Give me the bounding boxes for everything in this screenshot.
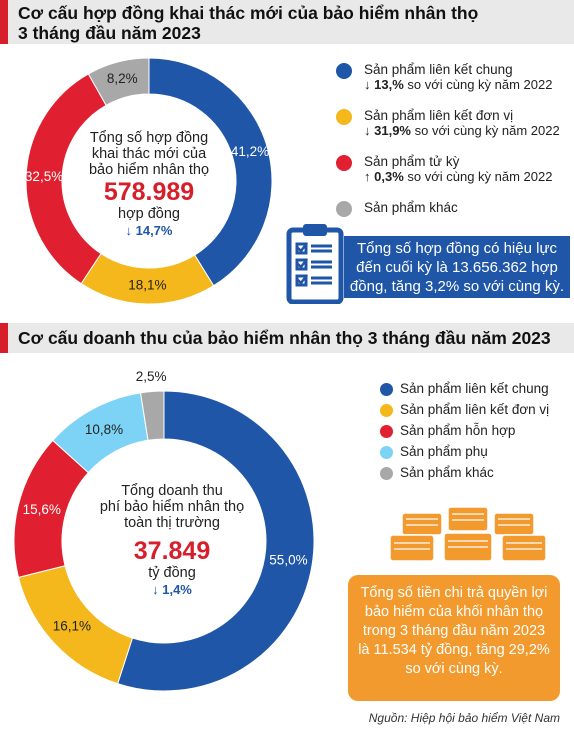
total-revenue-unit: tỷ đồng	[148, 565, 196, 581]
benefit-line4: là 11.534 tỷ đồng, tăng 29,2%	[358, 642, 550, 658]
slice-value-label: 8,2%	[107, 71, 138, 86]
source-note: Nguồn: Hiệp hội bảo hiểm Việt Nam	[368, 711, 560, 725]
slice-value-label: 41,2%	[231, 144, 269, 159]
legend-dot	[336, 201, 352, 217]
legend-item-unit-linked: Sản phẩm liên kết đơn vị ↓ 31,9% so với …	[336, 108, 572, 154]
legend-dot	[380, 446, 393, 459]
center-label-line1: Tổng số hợp đồng	[89, 130, 209, 146]
contracts-donut-svg: 41,2% 18,1% 32,5% 8,2%	[25, 57, 273, 305]
revenue-center-summary: Tổng doanh thu phí bảo hiểm nhân thọ toà…	[72, 483, 272, 598]
legend-dot	[380, 404, 393, 417]
legend-dot	[380, 383, 393, 396]
legend-change: ↓ 13,% so với cùng kỳ năm 2022	[364, 77, 553, 92]
total-contracts-unit: hợp đồng	[118, 206, 180, 222]
legend-item-supplementary: Sản phẩm phụ	[380, 444, 570, 465]
benefit-line1: Tổng số tiền chi trả quyền lợi	[360, 585, 548, 601]
section2-title-text: Cơ cấu doanh thu của bảo hiểm nhân thọ 3…	[18, 328, 551, 348]
contracts-panel: Cơ cấu hợp đồng khai thác mới của bảo hi…	[0, 0, 574, 315]
legend-item-universal-life: Sản phẩm liên kết chung ↓ 13,% so với cù…	[336, 62, 572, 108]
revenue-donut-chart: 55,0% 16,1% 15,6% 10,8% 2,5%	[12, 353, 332, 693]
center-label-line3: bảo hiểm nhân thọ	[88, 162, 210, 178]
legend-item-term-life: Sản phẩm tử kỳ ↑ 0,3% so với cùng kỳ năm…	[336, 154, 572, 200]
legend-label: Sản phẩm khác	[400, 465, 494, 480]
contracts-legend: Sản phẩm liên kết chung ↓ 13,% so với cù…	[336, 62, 572, 226]
donut-slice	[87, 57, 150, 106]
section1-title-line2: 3 tháng đầu năm 2023	[18, 23, 201, 43]
info-line2: đến cuối kỳ là 13.656.362 hợp	[356, 259, 558, 276]
slice-value-label: 10,8%	[85, 422, 123, 437]
legend-label: Sản phẩm tử kỳ	[364, 154, 460, 169]
legend-dot	[336, 155, 352, 171]
info-line3: đồng, tăng 3,2% so với cùng kỳ.	[349, 278, 565, 295]
slice-value-label: 16,1%	[53, 619, 91, 634]
section1-title: Cơ cấu hợp đồng khai thác mới của bảo hi…	[0, 0, 574, 44]
section2-title: Cơ cấu doanh thu của bảo hiểm nhân thọ 3…	[0, 323, 574, 353]
legend-dot	[336, 63, 352, 79]
legend-dot	[336, 109, 352, 125]
revenue-legend: Sản phẩm liên kết chung Sản phẩm liên kế…	[380, 381, 570, 486]
donut-slice	[148, 57, 273, 287]
legend-label: Sản phẩm liên kết chung	[400, 381, 549, 396]
center-label-line3: toàn thị trường	[124, 515, 220, 531]
slice-value-label: 18,1%	[128, 278, 166, 293]
legend-label: Sản phẩm liên kết đơn vị	[364, 108, 514, 123]
slice-value-label: 32,5%	[25, 169, 63, 184]
legend-label: Sản phẩm khác	[364, 200, 458, 215]
legend-item-universal-life: Sản phẩm liên kết chung	[380, 381, 570, 402]
active-contracts-box: Tổng số hợp đồng có hiệu lực đến cuối kỳ…	[344, 236, 570, 298]
revenue-panel: Cơ cấu doanh thu của bảo hiểm nhân thọ 3…	[0, 323, 574, 731]
legend-change: ↑ 0,3% so với cùng kỳ năm 2022	[364, 169, 553, 184]
revenue-donut-svg: 55,0% 16,1% 15,6% 10,8% 2,5%	[13, 369, 315, 692]
legend-label: Sản phẩm phụ	[400, 444, 488, 459]
slice-value-label: 15,6%	[23, 502, 61, 517]
contracts-donut-chart: 41,2% 18,1% 32,5% 8,2%	[24, 56, 274, 306]
center-label-line2: khai thác mới của	[91, 146, 207, 162]
benefit-line2: bảo hiểm của khối nhân thọ	[364, 604, 544, 620]
center-label-line2: phí bảo hiểm nhân thọ	[99, 499, 245, 515]
legend-dot	[380, 467, 393, 480]
legend-item-mixed: Sản phẩm hỗn hợp	[380, 423, 570, 444]
title-accent-bar	[0, 323, 8, 353]
donut-slice	[25, 73, 107, 285]
legend-label: Sản phẩm liên kết đơn vị	[400, 402, 550, 417]
donut-slice	[117, 390, 315, 692]
money-stacks-icon	[386, 505, 550, 575]
benefit-line3: trong 3 tháng đầu năm 2023	[362, 623, 546, 639]
legend-change: ↓ 31,9% so với cùng kỳ năm 2022	[364, 123, 560, 138]
total-revenue-change: ↓ 1,4%	[152, 582, 192, 597]
contracts-center-summary: Tổng số hợp đồng khai thác mới của bảo h…	[64, 130, 234, 239]
info-line1: Tổng số hợp đồng có hiệu lực	[356, 240, 557, 257]
legend-item-unit-linked: Sản phẩm liên kết đơn vị	[380, 402, 570, 423]
legend-label: Sản phẩm hỗn hợp	[400, 423, 516, 438]
benefit-line5: so với cùng kỳ.	[405, 661, 503, 677]
total-contracts-value: 578.989	[103, 178, 195, 206]
slice-value-label: 2,5%	[136, 369, 167, 384]
legend-label: Sản phẩm liên kết chung	[364, 62, 513, 77]
legend-item-other: Sản phẩm khác	[336, 200, 572, 226]
legend-item-other: Sản phẩm khác	[380, 465, 570, 486]
total-revenue-value: 37.849	[133, 537, 211, 565]
benefits-paid-box: Tổng số tiền chi trả quyền lợi bảo hiểm …	[348, 575, 560, 701]
slice-value-label: 55,0%	[269, 552, 307, 567]
section1-title-line1: Cơ cấu hợp đồng khai thác mới của bảo hi…	[18, 3, 479, 23]
checklist-clipboard-icon	[286, 222, 344, 305]
donut-slice	[139, 390, 165, 441]
center-label-line1: Tổng doanh thu	[121, 483, 223, 499]
title-accent-bar	[0, 0, 8, 44]
total-contracts-change: ↓ 14,7%	[125, 223, 173, 238]
legend-dot	[380, 425, 393, 438]
